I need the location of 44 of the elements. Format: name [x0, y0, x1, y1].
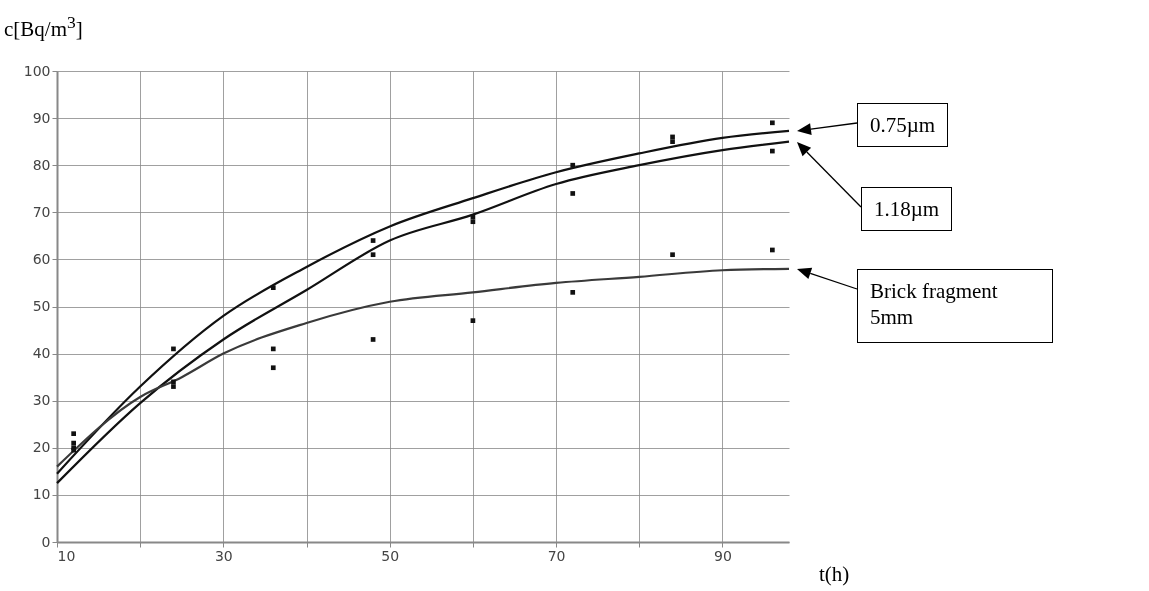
y-tick-label: 90 — [32, 109, 51, 126]
y-tick-label: 70 — [32, 203, 51, 220]
x-axis-title: t(h) — [819, 562, 850, 587]
point — [71, 440, 76, 446]
point — [470, 318, 476, 323]
point — [370, 252, 376, 258]
x-tick-label: 90 — [714, 547, 732, 564]
y-tick-label: 10 — [32, 486, 51, 503]
point — [770, 120, 775, 126]
point — [570, 290, 576, 295]
point — [570, 191, 576, 196]
point — [171, 379, 176, 385]
x-tick-label: 30 — [214, 547, 233, 564]
point — [270, 285, 276, 291]
point — [670, 139, 675, 144]
text: Brick fragment 5mm — [857, 268, 1053, 343]
point — [71, 431, 76, 437]
y-tick-label: 60 — [32, 250, 51, 267]
point — [670, 134, 675, 140]
point — [370, 337, 376, 342]
point — [270, 346, 276, 352]
point — [370, 238, 376, 243]
line-series — [55, 267, 791, 468]
y-axis-title: c[Bq/m$^{3}$] — [4, 12, 83, 42]
text: 0.75µm — [857, 102, 949, 147]
point — [770, 148, 775, 154]
y-tick-label: 40 — [32, 345, 51, 362]
y-tick-label: 80 — [32, 156, 51, 173]
point — [770, 247, 775, 253]
y-tick-label: 0 — [41, 533, 51, 550]
y-tick-label: 50 — [32, 298, 51, 314]
y-tick-label: 20 — [32, 439, 51, 456]
point — [570, 162, 576, 168]
y-tick-label: 100 — [23, 62, 51, 79]
point — [171, 384, 176, 389]
x-tick-label: 50 — [381, 547, 400, 564]
y-tick-label: 30 — [32, 392, 51, 409]
point — [470, 219, 476, 225]
text: 1.18µm — [861, 186, 953, 231]
point — [171, 346, 176, 352]
point — [270, 365, 276, 371]
point — [670, 252, 675, 258]
x-tick-label: 70 — [547, 547, 566, 564]
x-tick-label: 10 — [57, 547, 76, 564]
